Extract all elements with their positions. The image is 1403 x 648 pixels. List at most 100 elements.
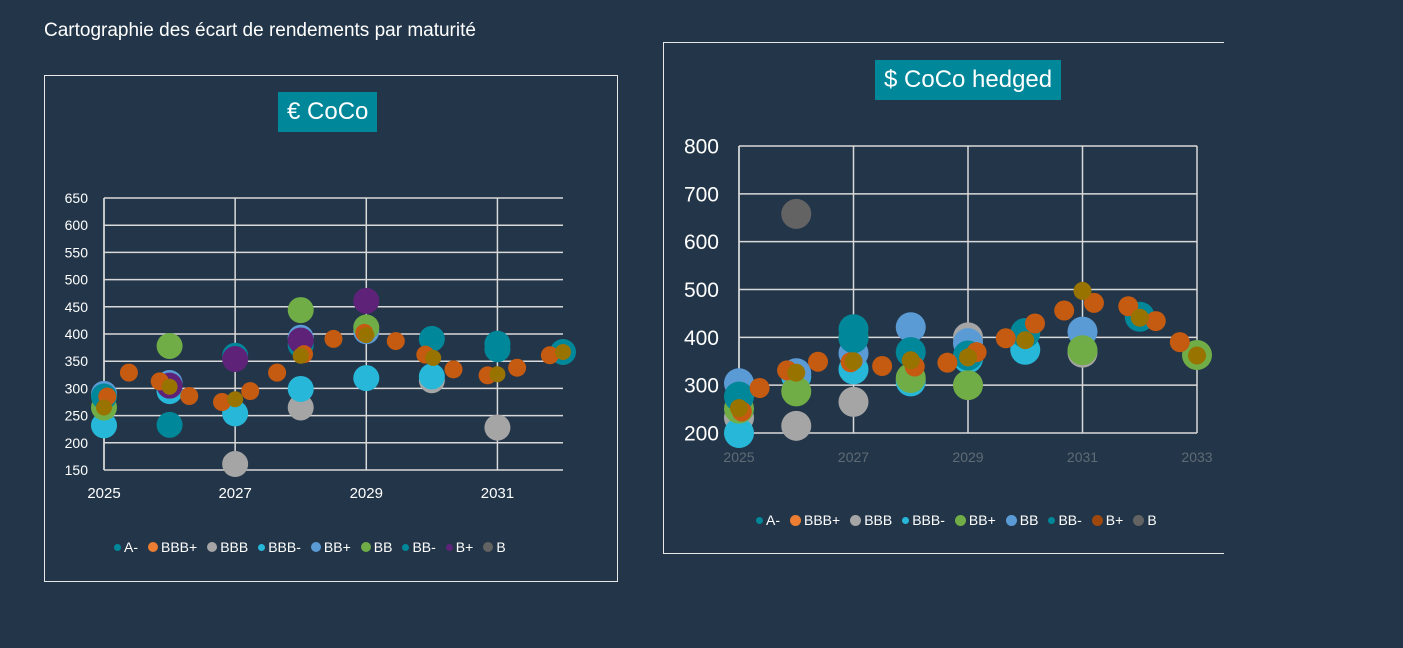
legend-label: B (1147, 512, 1157, 528)
legend-marker-icon (207, 542, 218, 552)
data-point (508, 358, 527, 377)
data-point (1073, 281, 1092, 300)
data-point (386, 332, 405, 351)
data-point (844, 352, 863, 371)
data-point (1054, 300, 1075, 321)
data-point (995, 328, 1016, 349)
legend-label: BB+ (323, 539, 351, 555)
data-point (1130, 308, 1149, 327)
legend-label: BBB (220, 539, 249, 555)
bbb-data-point (781, 410, 812, 441)
a-data-point (838, 323, 869, 354)
bb-data-point (781, 376, 812, 407)
x-tick-label: 2025 (723, 449, 754, 465)
legend-marker-icon (402, 543, 410, 551)
legend-item: BB (360, 539, 393, 555)
bbb-data-point (287, 375, 314, 402)
data-point (749, 378, 770, 399)
data-point (161, 378, 178, 395)
legend-marker-icon (360, 542, 371, 552)
y-tick-label: 300 (684, 375, 719, 398)
legend-item: B+ (445, 539, 474, 555)
data-point (227, 391, 244, 408)
data-point (444, 360, 463, 379)
legend-label: B+ (1105, 512, 1124, 528)
legend-label: B (496, 539, 506, 555)
x-tick-label: 2029 (350, 485, 383, 502)
data-point (268, 363, 287, 382)
x-tick-label: 2025 (87, 485, 120, 502)
y-tick-label: 250 (65, 408, 89, 424)
legend-marker-icon (1005, 514, 1017, 526)
page-title: Cartographie des écart de rendements par… (44, 20, 476, 41)
legend-item: A- (114, 539, 138, 555)
y-tick-label: 400 (65, 326, 89, 342)
legend-label: BB (1019, 512, 1039, 528)
y-tick-label: 300 (65, 380, 89, 396)
chart-title-eur-coco: € CoCo (278, 92, 378, 132)
legend-marker-icon (954, 514, 966, 526)
legend-marker-icon (310, 542, 321, 552)
legend-marker-icon (445, 543, 453, 551)
legend-item: BBB+ (148, 539, 197, 555)
y-tick-label: 600 (684, 231, 719, 254)
data-point (1024, 313, 1045, 334)
legend-label: BB- (1058, 512, 1082, 528)
y-tick-label: 550 (65, 244, 89, 260)
bbb-data-point (287, 394, 314, 421)
b-data-point (781, 198, 812, 229)
y-tick-label: 650 (65, 190, 89, 206)
data-point (358, 327, 375, 344)
legend-item: BBB (207, 539, 248, 555)
y-tick-label: 200 (684, 423, 719, 446)
x-tick-label: 2029 (952, 449, 983, 465)
data-point (1169, 332, 1190, 353)
legend-marker-icon (1048, 516, 1056, 524)
data-point (1118, 296, 1139, 317)
data-point (901, 351, 920, 370)
legend-marker-icon (790, 514, 801, 526)
x-tick-label: 2031 (481, 485, 514, 502)
data-point (425, 349, 442, 366)
legend-marker-icon (483, 542, 494, 552)
data-point (937, 352, 958, 373)
legend-label: B+ (455, 539, 474, 555)
y-tick-label: 700 (684, 183, 719, 206)
y-tick-label: 800 (684, 136, 719, 159)
legend-item: BBB+ (790, 512, 840, 528)
legend-label: BB (373, 539, 393, 555)
data-point (730, 399, 748, 418)
legend-label: A- (766, 512, 780, 528)
legend-label: A- (124, 539, 138, 555)
legend-label: BB- (412, 539, 436, 555)
legend-label: BBB- (912, 512, 945, 528)
legend-eur-coco: A- BBB+ BBB BBB- BB+ BB BB- B+ B (114, 539, 506, 555)
legend-item: B+ (1091, 512, 1124, 528)
y-tick-label: 350 (65, 353, 89, 369)
bbb-data-point (91, 412, 117, 439)
x-tick-label: 2033 (1181, 449, 1212, 465)
y-tick-label: 500 (684, 279, 719, 302)
legend-marker-icon (258, 543, 266, 551)
legend-label: BBB+ (804, 512, 841, 528)
legend-item: BB (1005, 512, 1039, 528)
data-point (787, 363, 806, 382)
bbb-data-point (484, 414, 511, 441)
chart-panel-eur-coco (44, 75, 618, 582)
data-point (540, 346, 559, 365)
legend-item: BBB (850, 512, 892, 528)
data-point (959, 348, 977, 367)
data-point (241, 382, 260, 401)
data-point (1145, 311, 1166, 332)
b-data-point (353, 287, 380, 314)
legend-item: B (483, 539, 506, 555)
legend-marker-icon (756, 516, 763, 524)
data-point (96, 399, 112, 416)
bbb-data-point (222, 451, 249, 478)
data-point (1016, 331, 1035, 350)
legend-item: BB- (402, 539, 436, 555)
data-point (872, 356, 893, 377)
legend-item: BBB- (902, 512, 945, 528)
data-point (292, 347, 309, 364)
